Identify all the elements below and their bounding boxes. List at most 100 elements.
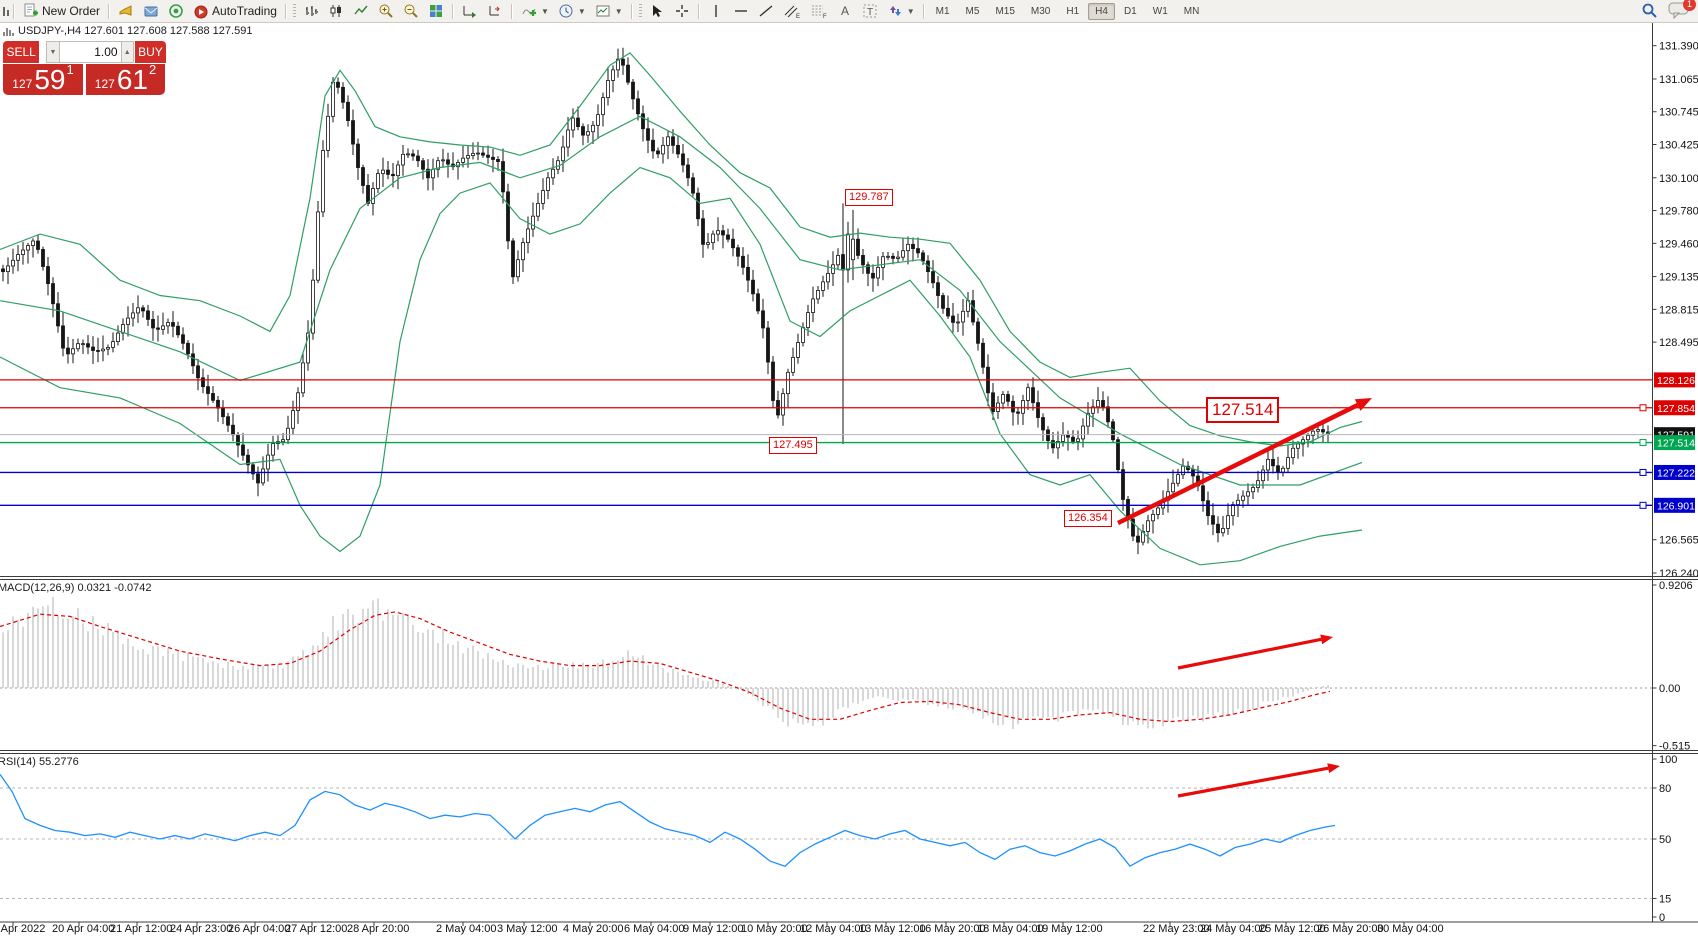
- time-tick: 19 Apr 2022: [0, 923, 45, 935]
- price-tick: 131.390: [1659, 41, 1698, 53]
- tile-windows-button[interactable]: [424, 1, 448, 21]
- price-callout-129787[interactable]: 129.787: [845, 189, 893, 206]
- symbol-chart-icon: [3, 27, 14, 36]
- volume-input[interactable]: [59, 41, 121, 63]
- tf-button-MN[interactable]: MN: [1183, 5, 1200, 17]
- sell-price-display[interactable]: 127 59 1: [3, 62, 83, 95]
- volume-decrease-button[interactable]: ▼: [46, 41, 60, 63]
- cursor-button[interactable]: [645, 1, 669, 21]
- line-chart-button[interactable]: [349, 1, 373, 21]
- svg-text:E: E: [796, 14, 800, 19]
- zoom-in-button[interactable]: [374, 1, 398, 21]
- templates-button[interactable]: ▼: [591, 1, 627, 21]
- horizontal-line-button[interactable]: [729, 1, 753, 21]
- trend-arrow-main[interactable]: [1117, 403, 1359, 526]
- rsi-tick: 50: [1659, 834, 1671, 846]
- price-callout-127495[interactable]: 127.495: [769, 437, 817, 454]
- new-order-button[interactable]: New Order: [19, 1, 104, 21]
- macd-tick: 0.00: [1659, 683, 1680, 695]
- signal-button[interactable]: [164, 1, 188, 21]
- indicators-caret-icon[interactable]: ▼: [540, 6, 549, 16]
- chat-button[interactable]: 1: [1668, 0, 1696, 24]
- clipped-chart-icon: [0, 3, 9, 19]
- vertical-line-button[interactable]: [704, 1, 728, 21]
- tf-button-W1[interactable]: W1: [1152, 5, 1168, 17]
- time-tick: 27 Apr 12:00: [285, 923, 347, 935]
- tf-button-M15[interactable]: M15: [995, 5, 1015, 17]
- svg-text:T: T: [867, 7, 873, 18]
- buy-price-display[interactable]: 127 61 2: [86, 62, 165, 95]
- tf-button-H4[interactable]: H4: [1088, 2, 1115, 20]
- buy-button[interactable]: BUY: [134, 41, 166, 63]
- new-order-label: New Order: [42, 4, 101, 18]
- autotrading-icon: [194, 5, 208, 19]
- volume-increase-button[interactable]: ▲: [120, 41, 134, 63]
- time-tick: 6 May 04:00: [624, 923, 685, 935]
- svg-text:127.222: 127.222: [1657, 467, 1695, 479]
- search-icon[interactable]: [1641, 2, 1658, 24]
- news-button[interactable]: [114, 1, 138, 21]
- candlesticks: [1, 47, 1330, 555]
- time-tick: 13 May 12:00: [859, 923, 926, 935]
- rsi-tick: 100: [1659, 754, 1677, 766]
- fibonacci-button[interactable]: F: [806, 1, 832, 21]
- mail-button[interactable]: [139, 1, 163, 21]
- price-callout-126354[interactable]: 126.354: [1064, 510, 1112, 527]
- macd-tick: 0.9206: [1659, 580, 1693, 592]
- hline-handle[interactable]: [1639, 404, 1647, 412]
- time-tick: 9 May 12:00: [683, 923, 744, 935]
- hline-handle[interactable]: [1639, 439, 1647, 447]
- new-order-icon: [24, 3, 38, 17]
- price-tick: 130.745: [1659, 107, 1698, 119]
- text-button[interactable]: A: [833, 1, 857, 21]
- indicators-button[interactable]: ▼: [517, 1, 553, 21]
- candlestick-chart-button[interactable]: [324, 1, 348, 21]
- arrows-tool-button[interactable]: ▼: [883, 1, 919, 21]
- hline-handle[interactable]: [1639, 501, 1647, 509]
- arrows-caret-icon[interactable]: ▼: [906, 6, 915, 16]
- svg-text:127.514: 127.514: [1657, 438, 1695, 450]
- zoom-out-button[interactable]: [399, 1, 423, 21]
- autotrading-button[interactable]: AutoTrading: [189, 1, 281, 21]
- hline-handle[interactable]: [1639, 468, 1647, 476]
- symbol-bar: USDJPY-,H4 127.601 127.608 127.588 127.5…: [3, 25, 252, 37]
- rsi-tick: 0: [1659, 912, 1665, 924]
- crosshair-button[interactable]: [670, 1, 694, 21]
- chat-badge: 1: [1683, 0, 1696, 11]
- trend-arrow-rsi[interactable]: [1177, 766, 1329, 798]
- bollinger-upper-band: [0, 52, 1363, 447]
- tf-button-H1[interactable]: H1: [1066, 5, 1080, 17]
- rsi-line: [0, 774, 1336, 868]
- rsi-label: RSI(14) 55.2776: [0, 756, 79, 768]
- tf-button-M1[interactable]: M1: [935, 5, 950, 17]
- price-badge-127.222: [1654, 464, 1695, 480]
- price-tick: 128.815: [1659, 304, 1698, 316]
- macd-label: MACD(12,26,9) 0.0321 -0.0742: [0, 582, 152, 594]
- sell-button[interactable]: SELL: [3, 41, 40, 63]
- bollinger-middle-band: [0, 115, 1363, 486]
- tf-button-M5[interactable]: M5: [965, 5, 980, 17]
- text-label-button[interactable]: T: [858, 1, 882, 21]
- time-tick: 25 May 12:00: [1259, 923, 1326, 935]
- periods-button[interactable]: ▼: [554, 1, 590, 21]
- price-callout-127514[interactable]: 127.514: [1206, 397, 1280, 423]
- trend-arrow-macd[interactable]: [1177, 637, 1322, 670]
- price-tick: 126.565: [1659, 535, 1698, 547]
- rsi-tick: 15: [1659, 894, 1671, 906]
- auto-scroll-button[interactable]: [458, 1, 482, 21]
- equidistant-channel-button[interactable]: E: [779, 1, 805, 21]
- signal-icon: [169, 4, 183, 18]
- tf-button-M30[interactable]: M30: [1030, 5, 1051, 17]
- autotrading-label: AutoTrading: [212, 4, 277, 18]
- price-tick: 129.460: [1659, 238, 1698, 250]
- chart-shift-button[interactable]: [483, 1, 507, 21]
- periods-caret-icon[interactable]: ▼: [577, 6, 586, 16]
- tf-button-D1[interactable]: D1: [1123, 5, 1137, 17]
- trendline-button[interactable]: [754, 1, 778, 21]
- price-tick: 128.495: [1659, 337, 1698, 349]
- bollinger-lower-band: [0, 166, 1363, 566]
- time-tick: 20 Apr 04:00: [52, 923, 114, 935]
- bar-chart-button[interactable]: [299, 1, 323, 21]
- templates-caret-icon[interactable]: ▼: [614, 6, 623, 16]
